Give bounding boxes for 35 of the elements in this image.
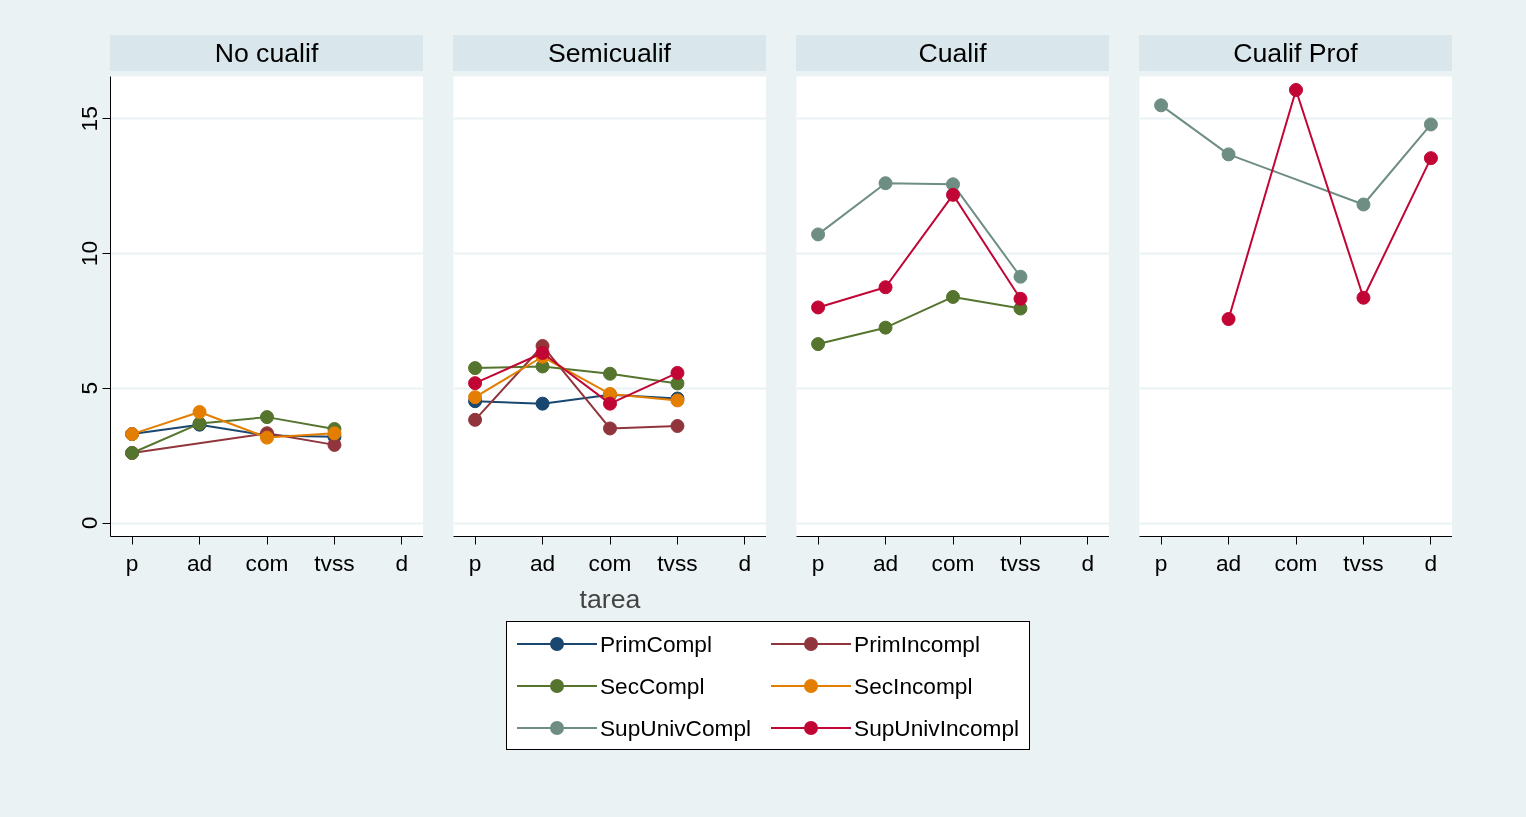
y-tick-label: 10 <box>76 240 103 267</box>
x-tick-label: d <box>738 549 752 576</box>
x-tick-label: com <box>245 549 289 576</box>
x-tick-label: d <box>1424 549 1438 576</box>
y-tick-label: 0 <box>76 516 103 530</box>
legend-label: PrimCompl <box>599 630 712 657</box>
x-tick-label: d <box>1081 549 1095 576</box>
x-tick-label: p <box>811 549 825 576</box>
y-tick-label: 15 <box>76 106 103 132</box>
chart-title: Semicualif <box>548 37 671 70</box>
chart-title: No cualif <box>214 37 319 70</box>
x-tick-label: d <box>395 549 409 576</box>
x-axis-title: tarea <box>579 583 641 614</box>
x-tick-label: ad <box>529 549 556 576</box>
y-tick-label: 5 <box>76 381 103 395</box>
x-tick-label: tvss <box>1000 549 1041 576</box>
x-tick-label: com <box>588 549 632 576</box>
x-tick-label: p <box>1154 549 1168 576</box>
x-tick-label: tvss <box>1343 549 1384 576</box>
legend-label: SupUnivIncompl <box>854 715 1020 742</box>
x-tick-label: tvss <box>657 549 698 576</box>
x-tick-label: com <box>1274 549 1318 576</box>
x-tick-label: ad <box>186 549 213 576</box>
x-tick-label: p <box>468 549 482 576</box>
legend-label: PrimIncompl <box>854 630 980 657</box>
chart-title: Cualif <box>918 37 987 70</box>
legend-label: SupUnivCompl <box>599 715 752 742</box>
x-tick-label: com <box>931 549 975 576</box>
x-tick-label: p <box>125 549 139 576</box>
chart-title: Cualif Prof <box>1233 37 1358 70</box>
x-tick-label: tvss <box>314 549 355 576</box>
legend-label: SecCompl <box>599 673 705 700</box>
legend-label: SecIncompl <box>854 673 973 700</box>
x-tick-label: ad <box>1215 549 1242 576</box>
x-tick-label: ad <box>872 549 899 576</box>
